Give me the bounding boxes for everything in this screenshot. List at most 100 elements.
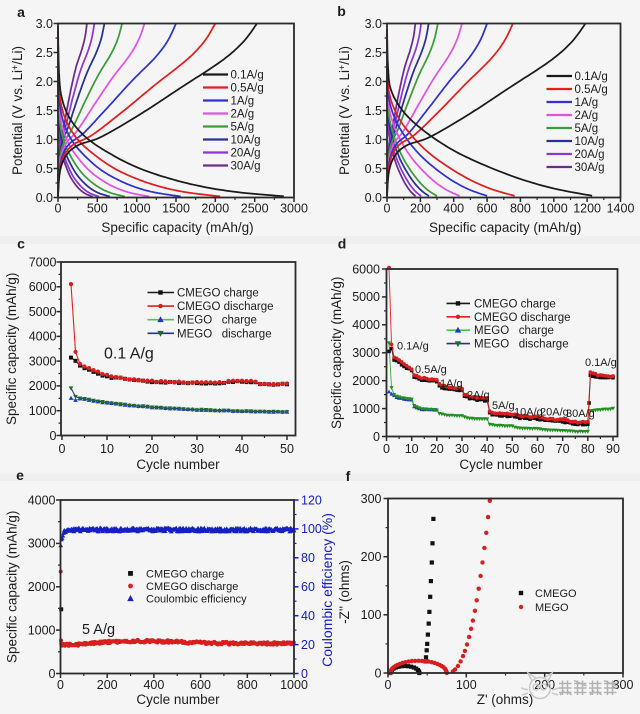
svg-text:0: 0	[55, 202, 62, 216]
svg-text:Specific capacity (mAh/g): Specific capacity (mAh/g)	[329, 277, 344, 429]
svg-text:Specific capacity (mAh/g): Specific capacity (mAh/g)	[429, 220, 581, 235]
svg-text:50: 50	[280, 442, 294, 456]
svg-text:50: 50	[505, 442, 519, 456]
svg-text:MEGO charge: MEGO charge	[474, 325, 554, 337]
svg-text:20: 20	[430, 442, 444, 456]
svg-text:CMEGO charge: CMEGO charge	[146, 568, 224, 580]
svg-text:0.5A/g: 0.5A/g	[231, 83, 264, 95]
svg-text:120: 120	[301, 493, 322, 507]
svg-text:2A/g: 2A/g	[575, 110, 599, 122]
svg-text:0: 0	[59, 442, 66, 456]
svg-text:CMEGO discharge: CMEGO discharge	[146, 581, 238, 593]
svg-text:10: 10	[100, 442, 114, 456]
svg-text:CMEGO charge: CMEGO charge	[177, 288, 259, 300]
svg-text:2000: 2000	[29, 379, 57, 393]
svg-text:0: 0	[383, 442, 390, 456]
svg-text:80: 80	[581, 442, 595, 456]
svg-text:-Z'' (ohms): -Z'' (ohms)	[337, 560, 352, 624]
svg-text:Z' (ohms): Z' (ohms)	[477, 692, 534, 707]
svg-text:20A/g: 20A/g	[231, 148, 261, 160]
svg-text:10A/g: 10A/g	[514, 407, 543, 419]
svg-text:1000: 1000	[28, 623, 56, 637]
svg-text:Cycle number: Cycle number	[459, 457, 543, 472]
svg-text:0.0: 0.0	[36, 191, 53, 205]
svg-text:80: 80	[301, 551, 315, 565]
svg-text:3000: 3000	[29, 354, 57, 368]
svg-text:0.5: 0.5	[36, 162, 53, 176]
svg-text:e: e	[16, 467, 24, 483]
svg-text:0: 0	[375, 666, 382, 680]
svg-text:3.0: 3.0	[36, 17, 53, 31]
svg-text:20A/g: 20A/g	[575, 149, 605, 161]
svg-text:1000: 1000	[123, 202, 151, 216]
svg-text:3000: 3000	[280, 202, 308, 216]
svg-text:Specific capacity (mAh/g): Specific capacity (mAh/g)	[4, 273, 19, 425]
svg-text:500: 500	[87, 202, 108, 216]
svg-text:800: 800	[237, 678, 258, 692]
svg-text:Coulombic efficiency (%): Coulombic efficiency (%)	[319, 513, 335, 667]
svg-text:CMEGO charge: CMEGO charge	[474, 298, 556, 310]
svg-text:4000: 4000	[29, 330, 57, 344]
svg-text:2.5: 2.5	[365, 46, 382, 60]
svg-text:0.5A/g: 0.5A/g	[575, 84, 608, 96]
svg-text:0: 0	[373, 430, 380, 444]
svg-text:1400: 1400	[607, 202, 635, 216]
svg-text:60: 60	[531, 442, 545, 456]
svg-text:5A/g: 5A/g	[575, 123, 599, 135]
svg-text:Cycle number: Cycle number	[136, 457, 220, 472]
svg-text:1000: 1000	[352, 402, 380, 416]
svg-text:300: 300	[613, 678, 634, 692]
svg-text:0.0: 0.0	[365, 191, 382, 205]
svg-text:200: 200	[361, 550, 382, 564]
svg-text:2000: 2000	[201, 202, 229, 216]
svg-text:b: b	[337, 3, 346, 19]
svg-text:30A/g: 30A/g	[575, 162, 605, 174]
svg-text:800: 800	[510, 202, 531, 216]
svg-text:1.0: 1.0	[365, 133, 382, 147]
svg-text:2.0: 2.0	[365, 75, 382, 89]
svg-text:70: 70	[556, 442, 570, 456]
svg-text:f: f	[346, 468, 351, 484]
svg-text:1.5: 1.5	[36, 104, 53, 118]
svg-text:400: 400	[143, 678, 164, 692]
svg-text:20A/g: 20A/g	[540, 407, 569, 419]
svg-text:90: 90	[606, 442, 620, 456]
svg-text:1.0: 1.0	[36, 133, 53, 147]
svg-text:10A/g: 10A/g	[231, 135, 261, 147]
svg-text:0.5A/g: 0.5A/g	[415, 364, 447, 376]
svg-text:100: 100	[361, 608, 382, 622]
svg-text:3000: 3000	[352, 346, 380, 360]
svg-text:200: 200	[97, 678, 118, 692]
svg-text:CMEGO: CMEGO	[535, 588, 577, 600]
svg-text:2A/g: 2A/g	[467, 390, 490, 402]
svg-text:MEGO discharge: MEGO discharge	[474, 339, 569, 351]
svg-text:7000: 7000	[29, 255, 57, 269]
svg-text:40: 40	[301, 609, 315, 623]
svg-text:0.1A/g: 0.1A/g	[575, 71, 608, 83]
svg-text:100: 100	[456, 678, 477, 692]
svg-text:0: 0	[384, 202, 391, 216]
svg-text:MEGO charge: MEGO charge	[177, 315, 257, 327]
svg-text:2A/g: 2A/g	[231, 109, 255, 121]
svg-text:Specific capacity (mAh/g): Specific capacity (mAh/g)	[5, 511, 20, 663]
svg-text:0.1A/g: 0.1A/g	[585, 357, 617, 369]
svg-text:0: 0	[49, 667, 56, 681]
svg-text:c: c	[17, 236, 25, 252]
svg-text:CMEGO discharge: CMEGO discharge	[177, 301, 274, 313]
svg-text:CMEGO discharge: CMEGO discharge	[474, 312, 571, 324]
svg-text:0: 0	[50, 429, 57, 443]
svg-text:2.0: 2.0	[36, 75, 53, 89]
svg-text:6000: 6000	[352, 262, 380, 276]
svg-text:0: 0	[301, 667, 308, 681]
svg-text:3000: 3000	[28, 537, 56, 551]
svg-text:0.1A/g: 0.1A/g	[231, 70, 264, 82]
svg-text:2000: 2000	[352, 374, 380, 388]
svg-text:20: 20	[145, 442, 159, 456]
svg-text:30: 30	[190, 442, 204, 456]
svg-text:2500: 2500	[241, 202, 269, 216]
svg-text:1000: 1000	[280, 678, 308, 692]
svg-text:40: 40	[235, 442, 249, 456]
svg-text:5000: 5000	[352, 290, 380, 304]
svg-text:1500: 1500	[162, 202, 190, 216]
svg-text:5 A/g: 5 A/g	[82, 622, 115, 638]
